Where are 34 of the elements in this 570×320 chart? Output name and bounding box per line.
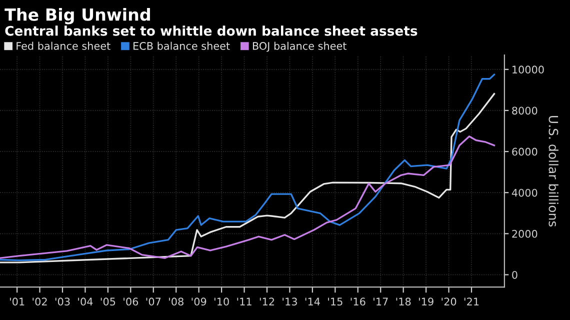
x-tick-label: '21 (464, 298, 479, 306)
chart-subtitle: Central banks set to whittle down balance sheet assets (5, 26, 418, 36)
x-tick-label: '13 (282, 298, 297, 306)
x-tick-label: '03 (55, 298, 70, 306)
x-tick-label: '11 (237, 298, 252, 306)
y-tick-label: 10000 (512, 66, 544, 74)
x-tick-label: '09 (192, 298, 206, 306)
y-tick-label: 2000 (512, 230, 538, 238)
x-tick-label: '16 (350, 298, 366, 306)
x-tick-label: '20 (442, 298, 456, 306)
x-tick-label: '15 (328, 298, 342, 306)
x-tick-label: '02 (32, 298, 47, 306)
y-axis-title: U.S. dollar billions (548, 116, 558, 227)
x-tick-label: '18 (396, 298, 411, 306)
x-tick-label: '08 (169, 298, 184, 306)
y-tick-label: 4000 (512, 188, 538, 197)
y-tick-label: 0 (512, 270, 518, 279)
x-tick-label: '12 (260, 298, 274, 306)
x-tick-label: '05 (100, 298, 116, 306)
y-tick-label: 8000 (512, 106, 538, 115)
legend-label: ECB balance sheet (134, 42, 230, 50)
x-tick-label: '07 (146, 298, 161, 306)
x-tick-label: '10 (214, 298, 229, 306)
x-tick-label: '06 (124, 298, 138, 306)
x-tick-label: '17 (374, 298, 388, 306)
x-tick-label: '01 (10, 298, 24, 306)
x-tick-label: '14 (305, 298, 320, 306)
x-tick-label: '19 (419, 298, 434, 306)
y-tick-label: 6000 (512, 148, 538, 156)
line-series (0, 136, 496, 259)
legend-label: Fed balance sheet (16, 42, 110, 50)
legend-label: BOJ balance sheet (252, 42, 346, 52)
chart-title: The Big Unwind (4, 8, 150, 24)
x-tick-label: '04 (78, 298, 93, 306)
